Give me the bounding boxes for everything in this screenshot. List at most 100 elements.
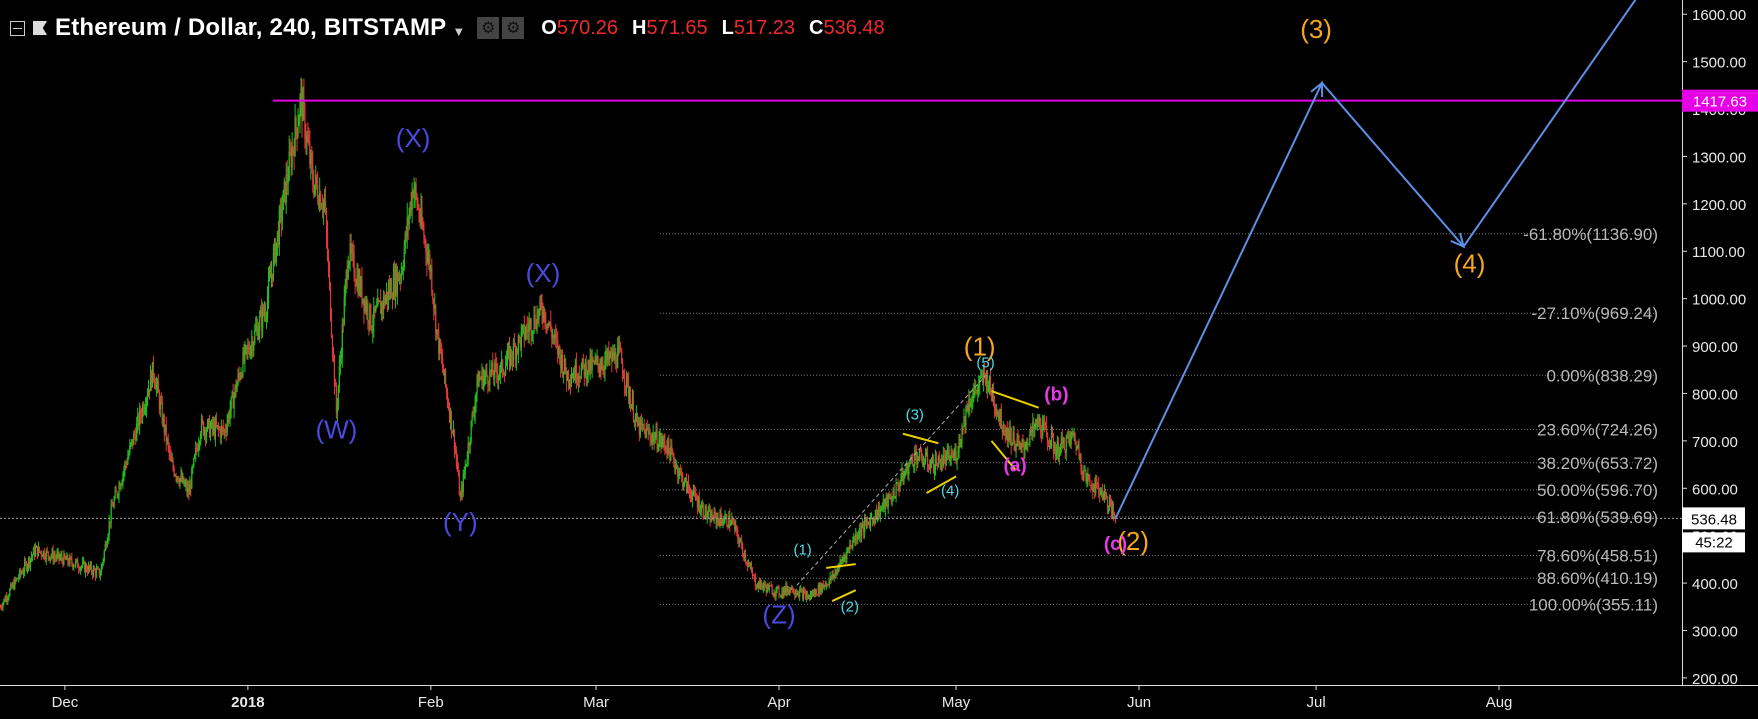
candle [458, 469, 460, 496]
flag-icon[interactable] [33, 21, 47, 35]
candle-body [432, 291, 434, 300]
candle-body [757, 582, 759, 588]
candle-body [193, 458, 195, 467]
symbol-title[interactable]: Ethereum / Dollar, 240, BITSTAMP [55, 14, 447, 41]
candle-body [869, 518, 872, 528]
candle-body [549, 322, 551, 325]
candle-body [812, 591, 815, 597]
candle-body [585, 361, 587, 380]
candle-body [236, 383, 238, 392]
candle-body [684, 478, 687, 480]
candle-body [798, 593, 800, 597]
candle [621, 347, 623, 364]
candle-body [558, 346, 560, 354]
candle-body [344, 283, 346, 298]
candle-body [933, 469, 936, 473]
candle-body [793, 592, 795, 594]
candle [1032, 413, 1034, 441]
candle [260, 304, 262, 318]
candle [549, 321, 551, 327]
candle-body [14, 579, 16, 590]
candle-body [862, 523, 864, 528]
candle-body [266, 296, 269, 315]
candle-body [176, 476, 178, 479]
candle [936, 462, 938, 471]
candle-body [445, 385, 448, 393]
candle [797, 590, 799, 596]
projection-path[interactable] [1114, 0, 1658, 520]
candle [555, 323, 557, 348]
candle [995, 403, 998, 420]
settings-icon[interactable]: ⚙ [502, 17, 525, 39]
candle-body [132, 439, 134, 445]
candle-body [929, 464, 932, 470]
candle [114, 486, 116, 501]
collapse-icon[interactable] [10, 20, 25, 36]
candle [422, 217, 424, 232]
time-tick-label: Apr [767, 694, 790, 711]
price-tick-label: 1100.00 [1692, 244, 1745, 261]
candle [724, 510, 726, 524]
price-axis[interactable]: 200.00300.00400.00500.00600.00700.00800.… [1682, 0, 1758, 688]
candle [610, 346, 612, 359]
candle [221, 425, 223, 436]
candle [415, 177, 417, 201]
candle [20, 567, 22, 579]
format-icon[interactable]: ⚙ [477, 17, 500, 39]
candle [756, 582, 758, 589]
candle-body [722, 522, 724, 525]
candle-body [822, 584, 824, 588]
candle-body [434, 305, 436, 309]
candle-body [111, 505, 113, 507]
candle [232, 383, 234, 409]
candle [754, 572, 757, 591]
candle-body [528, 323, 530, 332]
candle-body [826, 583, 828, 585]
candle [70, 555, 72, 561]
candle-body [300, 87, 302, 99]
chevron-down-icon[interactable]: ▼ [452, 23, 466, 39]
candle-body [735, 525, 737, 531]
candle-body [696, 500, 698, 508]
candle [723, 515, 725, 526]
candle-body [874, 509, 877, 523]
candle-body [70, 556, 72, 559]
time-axis[interactable]: Dec 2018 Feb Mar Apr May Jun Jul Aug [0, 685, 1758, 719]
candle [527, 317, 529, 343]
candle-body [686, 481, 689, 493]
horizontal-lines[interactable] [0, 99, 1682, 519]
candle [749, 562, 752, 570]
candle [635, 405, 638, 422]
candle [825, 581, 827, 591]
candle-body [891, 500, 893, 502]
candle-body [1092, 489, 1094, 492]
candle [81, 564, 83, 572]
candle [759, 578, 761, 591]
candle-body [457, 470, 459, 474]
candle-body [641, 424, 643, 426]
candle-body [1013, 432, 1015, 445]
candle-body [88, 565, 91, 569]
candle [94, 567, 97, 581]
candle [691, 490, 694, 508]
candle-body [1054, 447, 1057, 457]
wave-label: (2) [1117, 526, 1149, 556]
candle-body [48, 556, 50, 560]
candle [509, 345, 512, 370]
candle [208, 415, 211, 438]
candle-body [671, 445, 673, 453]
candle-body [619, 345, 621, 348]
candle [639, 416, 641, 439]
candle-body [447, 403, 450, 409]
candle [934, 449, 937, 476]
candle-body [219, 429, 221, 438]
candle-body [587, 359, 589, 375]
candle [3, 598, 5, 606]
candle [421, 195, 423, 230]
candle [925, 448, 928, 457]
candle-body [490, 369, 492, 373]
candle [442, 348, 444, 374]
wave-triangles[interactable] [796, 375, 1040, 603]
candle-body [351, 250, 353, 254]
